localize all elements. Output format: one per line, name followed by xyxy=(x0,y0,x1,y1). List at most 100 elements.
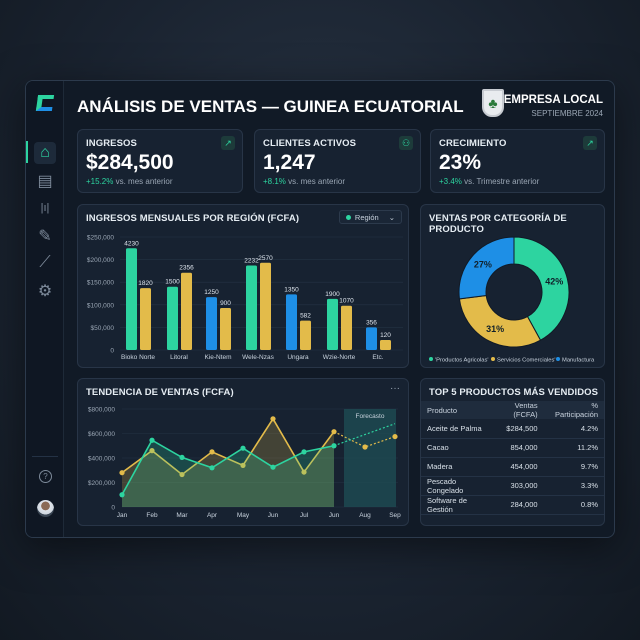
table-row[interactable]: Pescado Congelado 303,000 3.3% xyxy=(421,476,604,496)
table-row[interactable]: Software de Gestión 284,000 0.8% xyxy=(421,495,604,515)
table-row[interactable]: Cacao 854,000 11.2% xyxy=(421,438,604,458)
data-point xyxy=(362,444,368,450)
slice-label: 27% xyxy=(474,260,492,270)
kpi-value: 23% xyxy=(439,151,482,174)
bar xyxy=(126,248,137,350)
top-products-table: Producto Ventas (FCFA) % Participación A… xyxy=(421,401,604,515)
line-chart-icon[interactable]: ⟋ xyxy=(39,254,51,271)
page-title: ANÁLISIS DE VENTAS — GUINEA ECUATORIAL xyxy=(77,97,464,116)
table-cell: 0.8% xyxy=(543,495,604,515)
data-point xyxy=(149,448,155,454)
y-tick-label: $600,000 xyxy=(88,431,115,438)
x-tick-label: Aug xyxy=(359,512,371,519)
top-products-card: TOP 5 PRODUCTOS MÁS VENDIDOS Producto Ve… xyxy=(420,378,605,526)
series-area xyxy=(122,418,334,507)
data-point xyxy=(119,470,125,476)
bar xyxy=(380,340,391,350)
table-cell: Software de Gestión xyxy=(421,495,490,515)
coat-of-arms-logo: ♣ xyxy=(482,89,504,117)
bar-chart: 0 $50,000 $100,000 $150,000 $200,000 $250,000… xyxy=(87,235,403,361)
x-tick-label: Jun xyxy=(268,512,279,519)
report-period: SEPTIEMBRE 2024 xyxy=(531,109,603,118)
x-tick-label: Jan xyxy=(117,512,128,519)
kpi-delta: +15.2% xyxy=(86,177,114,186)
y-tick-label: $200,000 xyxy=(88,480,115,487)
data-point xyxy=(331,443,337,449)
bar xyxy=(260,262,271,350)
chart-title: TENDENCIA DE VENTAS (FCFA) xyxy=(86,387,234,398)
data-point xyxy=(149,437,155,443)
kpi-value: 1,247 xyxy=(263,151,316,174)
help-icon[interactable]: ? xyxy=(39,470,52,483)
bar xyxy=(220,307,231,350)
region-filter-dropdown[interactable]: Región ⌄ xyxy=(338,210,402,224)
data-label: 2232 xyxy=(244,257,259,264)
data-point xyxy=(240,445,246,451)
table-cell: $284,500 xyxy=(489,419,544,439)
kpi-compare: vs. mes anterior xyxy=(115,177,173,186)
x-tick-label: May xyxy=(237,512,250,519)
data-point xyxy=(301,469,307,475)
data-point xyxy=(240,462,246,468)
kpi-compare: vs. mes anterior xyxy=(288,177,346,186)
data-point xyxy=(119,492,125,498)
user-avatar[interactable] xyxy=(37,500,54,517)
bar xyxy=(341,305,352,350)
slice-label: 42% xyxy=(545,277,563,287)
bar xyxy=(181,272,192,350)
sidebar-divider xyxy=(32,456,58,457)
data-label: 2356 xyxy=(179,265,194,272)
forecast-region xyxy=(344,409,396,507)
kpi-delta-line: +15.2% vs. mes anterior xyxy=(86,177,173,186)
donut-slice xyxy=(458,294,542,348)
kpi-delta: +3.4% xyxy=(439,177,462,186)
trend-up-icon: ↗ xyxy=(221,136,235,150)
x-tick-label: Bioko Norte xyxy=(121,354,155,361)
table-cell: 4.2% xyxy=(543,419,604,439)
data-label: 4230 xyxy=(124,240,139,247)
table-row[interactable]: Aceite de Palma $284,500 4.2% xyxy=(421,419,604,439)
edit-icon[interactable]: ✎ xyxy=(38,228,52,245)
list-icon[interactable]: ▤ xyxy=(37,173,53,190)
kpi-value: $284,500 xyxy=(86,151,174,174)
dashboard-window: ⌂ ▤ |ı| ✎ ⟋ ⚙ ? ANÁLISIS DE VENTAS — GUI… xyxy=(25,80,615,538)
data-label: 2570 xyxy=(258,255,273,262)
bar xyxy=(286,294,297,350)
data-label: 1820 xyxy=(138,280,153,287)
slice-label: 31% xyxy=(486,324,504,334)
bar xyxy=(140,288,151,350)
bar-chart-card: INGRESOS MENSUALES POR REGIÓN (FCFA) Reg… xyxy=(77,204,409,368)
data-point xyxy=(209,465,215,471)
series-area xyxy=(122,440,334,507)
active-indicator xyxy=(26,141,28,163)
data-label: 120 xyxy=(380,332,391,339)
data-label: 582 xyxy=(300,313,311,320)
column-header: % Participación xyxy=(543,401,604,419)
kpi-label: CRECIMIENTO xyxy=(439,138,507,149)
y-tick-label: $150,000 xyxy=(87,280,114,287)
x-tick-label: Litoral xyxy=(170,354,188,361)
bar xyxy=(167,286,178,350)
table-cell: 854,000 xyxy=(489,438,544,458)
kpi-label: INGRESOS xyxy=(86,138,137,149)
bar-chart-icon[interactable]: |ı| xyxy=(40,202,50,214)
line-chart: 0 $200,000 $400,000 $600,000 $800,000 Forecas… xyxy=(88,407,401,520)
forecast-line xyxy=(333,423,396,447)
x-tick-label: Kie-Ntem xyxy=(204,354,231,361)
table-cell: Pescado Congelado xyxy=(421,476,490,496)
forecast-label: Forecasto xyxy=(356,413,385,420)
data-label: 1500 xyxy=(165,279,180,286)
y-tick-label: $100,000 xyxy=(87,302,114,309)
donut-chart: 42% 31% 27% 'Productos Agricolas' Servicios … xyxy=(429,236,595,364)
home-icon[interactable]: ⌂ xyxy=(34,142,56,164)
gear-icon[interactable]: ⚙ xyxy=(37,283,53,300)
more-options-icon[interactable]: ··· xyxy=(390,383,400,394)
donut-slice xyxy=(513,236,570,341)
kpi-card-ingresos: INGRESOS ↗ $284,500 +15.2% vs. mes anter… xyxy=(77,129,243,193)
kpi-card-crecimiento: CRECIMIENTO ↗ 23% +3.4% vs. Trimestre an… xyxy=(430,129,605,193)
donut-slice xyxy=(458,236,515,300)
bar xyxy=(300,320,311,350)
table-row[interactable]: Madera 454,000 9.7% xyxy=(421,457,604,477)
data-point xyxy=(270,416,276,422)
series-line xyxy=(121,439,335,496)
